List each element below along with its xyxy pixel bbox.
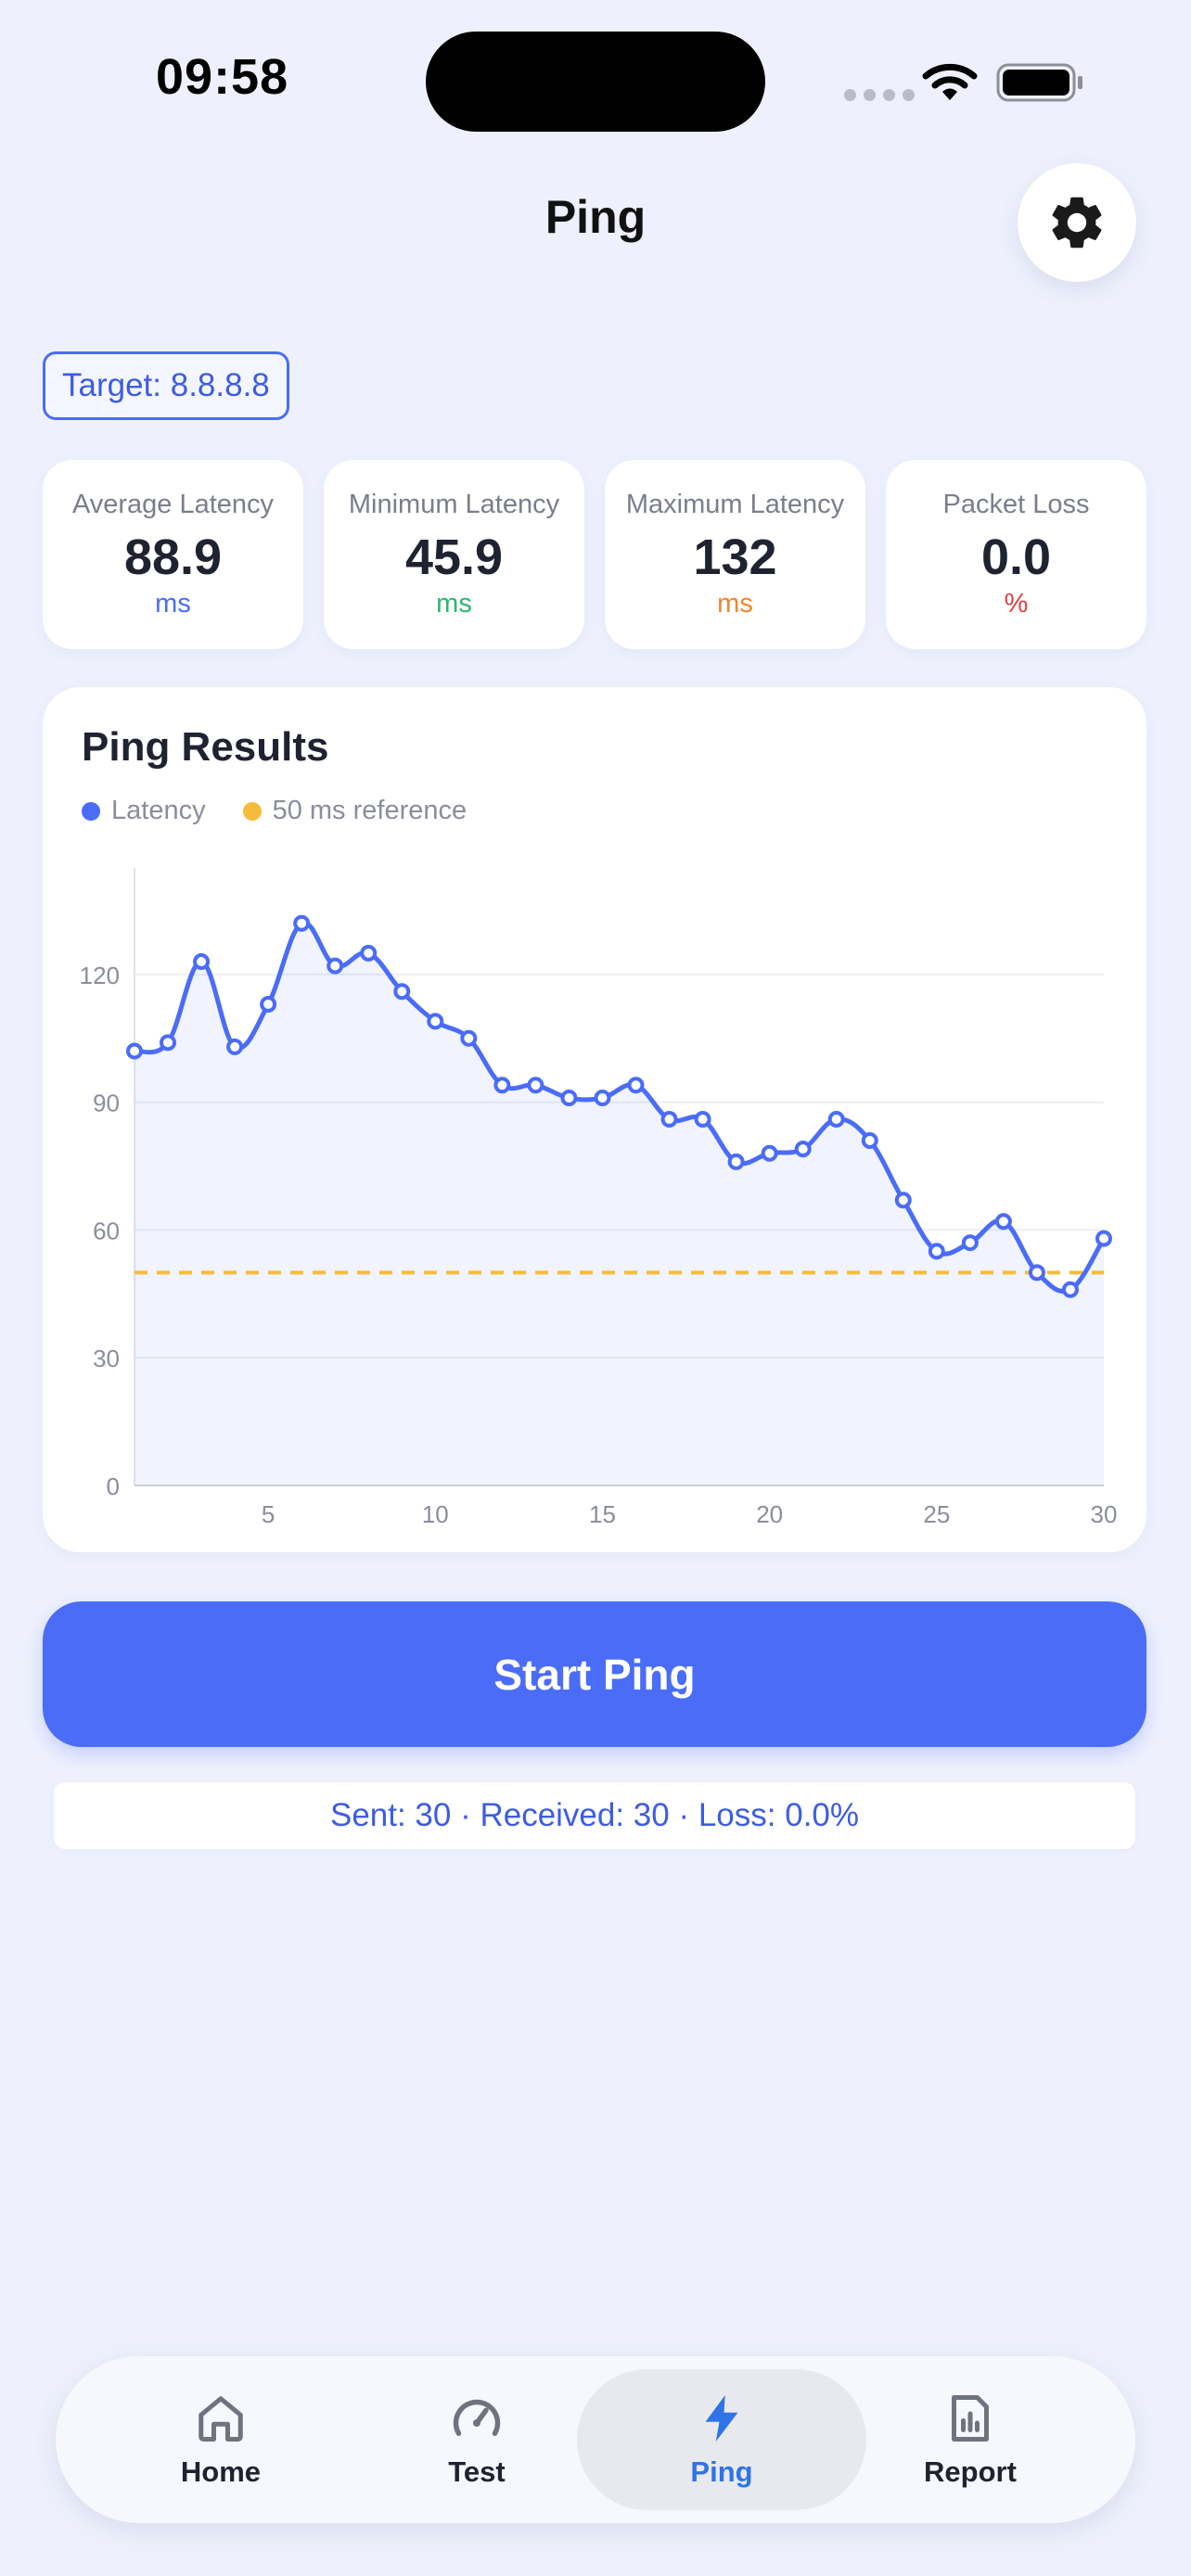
tab-label: Report — [924, 2455, 1017, 2488]
latency-point — [1028, 1264, 1045, 1282]
tab-label: Test — [448, 2455, 506, 2488]
y-tick-label: 30 — [93, 1345, 120, 1372]
latency-point — [126, 1042, 143, 1060]
status-time: 09:58 — [156, 49, 289, 105]
stat-value: 88.9 — [123, 529, 223, 585]
latency-point — [1061, 1281, 1079, 1298]
stat-unit: % — [1004, 589, 1029, 618]
x-tick-label: 20 — [756, 1500, 783, 1528]
tab-test[interactable]: Test — [332, 2369, 621, 2510]
home-icon — [198, 2396, 243, 2442]
tab-report[interactable]: Report — [826, 2369, 1115, 2510]
tab-bar: Home Test Ping Report — [56, 2356, 1135, 2523]
stat-label: Maximum Latency — [625, 490, 845, 519]
x-tick-label: 5 — [262, 1500, 275, 1528]
latency-point — [928, 1243, 945, 1260]
latency-point — [861, 1131, 878, 1149]
latency-point — [694, 1110, 711, 1128]
stat-unit: ms — [155, 589, 191, 618]
latency-point — [627, 1077, 645, 1094]
status-bar: 09:58 — [0, 0, 1191, 167]
speedometer-icon — [453, 2399, 501, 2436]
stat-unit: ms — [717, 589, 753, 618]
page-title: Ping — [544, 191, 647, 243]
latency-point — [1095, 1230, 1112, 1247]
latency-point — [327, 957, 344, 975]
x-tick-label: 25 — [923, 1500, 950, 1528]
latency-point — [360, 944, 378, 962]
stat-label: Packet Loss — [942, 490, 1090, 519]
latency-point — [527, 1077, 544, 1094]
stat-value: 0.0 — [980, 529, 1052, 585]
tab-label: Ping — [690, 2455, 753, 2488]
y-tick-label: 60 — [93, 1217, 120, 1244]
tab-ping[interactable]: Ping — [577, 2369, 866, 2510]
tab-label: Home — [180, 2455, 262, 2488]
stat-label: Minimum Latency — [348, 490, 560, 519]
latency-chart: 0 30 60 90 120 5 10 15 20 25 30 — [80, 868, 1118, 1528]
chart-legend: Latency 50 ms reference — [82, 796, 504, 826]
cellular-signal-icon — [844, 89, 915, 101]
latency-point — [260, 995, 277, 1013]
y-tick-label: 0 — [107, 1473, 120, 1500]
target-chip: Target: 8.8.8.8 — [43, 351, 289, 420]
legend-label: 50 ms reference — [272, 796, 467, 825]
latency-point — [560, 1090, 578, 1107]
report-icon — [952, 2395, 989, 2442]
settings-button[interactable] — [1018, 163, 1136, 282]
latency-point — [594, 1090, 611, 1107]
gear-icon — [1052, 197, 1102, 249]
stats-row: Average Latency 88.9 ms Minimum Latency … — [43, 460, 1146, 649]
latency-point — [160, 1034, 177, 1052]
stat-unit: ms — [436, 589, 472, 618]
latency-point — [961, 1234, 979, 1252]
average-latency-card: Average Latency 88.9 ms — [43, 460, 303, 649]
stat-value: 132 — [693, 529, 777, 585]
legend-swatch-reference — [242, 801, 262, 821]
latency-point — [460, 1029, 478, 1047]
legend-label: Latency — [111, 796, 206, 825]
x-tick-label: 10 — [422, 1500, 449, 1528]
stat-label: Average Latency — [71, 490, 275, 519]
lightning-icon — [705, 2395, 738, 2442]
legend-item-latency: Latency — [82, 796, 206, 826]
latency-point — [727, 1153, 745, 1170]
latency-point — [994, 1213, 1012, 1231]
latency-point — [794, 1141, 812, 1158]
latency-point — [393, 983, 411, 1001]
legend-item-reference: 50 ms reference — [242, 796, 467, 826]
latency-area — [134, 922, 1104, 1486]
battery-icon — [996, 63, 1082, 102]
maximum-latency-card: Maximum Latency 132 ms — [605, 460, 865, 649]
latency-point — [226, 1038, 244, 1055]
packet-loss-card: Packet Loss 0.0 % — [886, 460, 1146, 649]
dynamic-island — [426, 32, 765, 132]
ping-results-card: 0 30 60 90 120 5 10 15 20 25 30 Ping Results Laten… — [43, 687, 1146, 1552]
tab-home[interactable]: Home — [76, 2369, 365, 2510]
latency-point — [293, 914, 311, 932]
latency-point — [894, 1192, 912, 1209]
stat-value: 45.9 — [404, 529, 504, 585]
legend-swatch-latency — [82, 801, 100, 821]
latency-point — [193, 953, 211, 971]
minimum-latency-card: Minimum Latency 45.9 ms — [324, 460, 584, 649]
wifi-icon — [922, 63, 978, 100]
chart-title: Ping Results — [82, 724, 329, 770]
latency-point — [660, 1110, 678, 1128]
latency-point — [761, 1144, 778, 1162]
latency-point — [493, 1077, 511, 1094]
x-tick-label: 15 — [589, 1500, 616, 1528]
x-tick-label: 30 — [1091, 1500, 1118, 1528]
latency-point — [427, 1013, 444, 1030]
y-tick-label: 120 — [80, 962, 120, 989]
start-ping-button[interactable]: Start Ping — [43, 1601, 1146, 1747]
latency-point — [827, 1110, 845, 1128]
ping-summary: Sent: 30 · Received: 30 · Loss: 0.0% — [54, 1782, 1135, 1849]
y-tick-label: 90 — [93, 1090, 120, 1117]
